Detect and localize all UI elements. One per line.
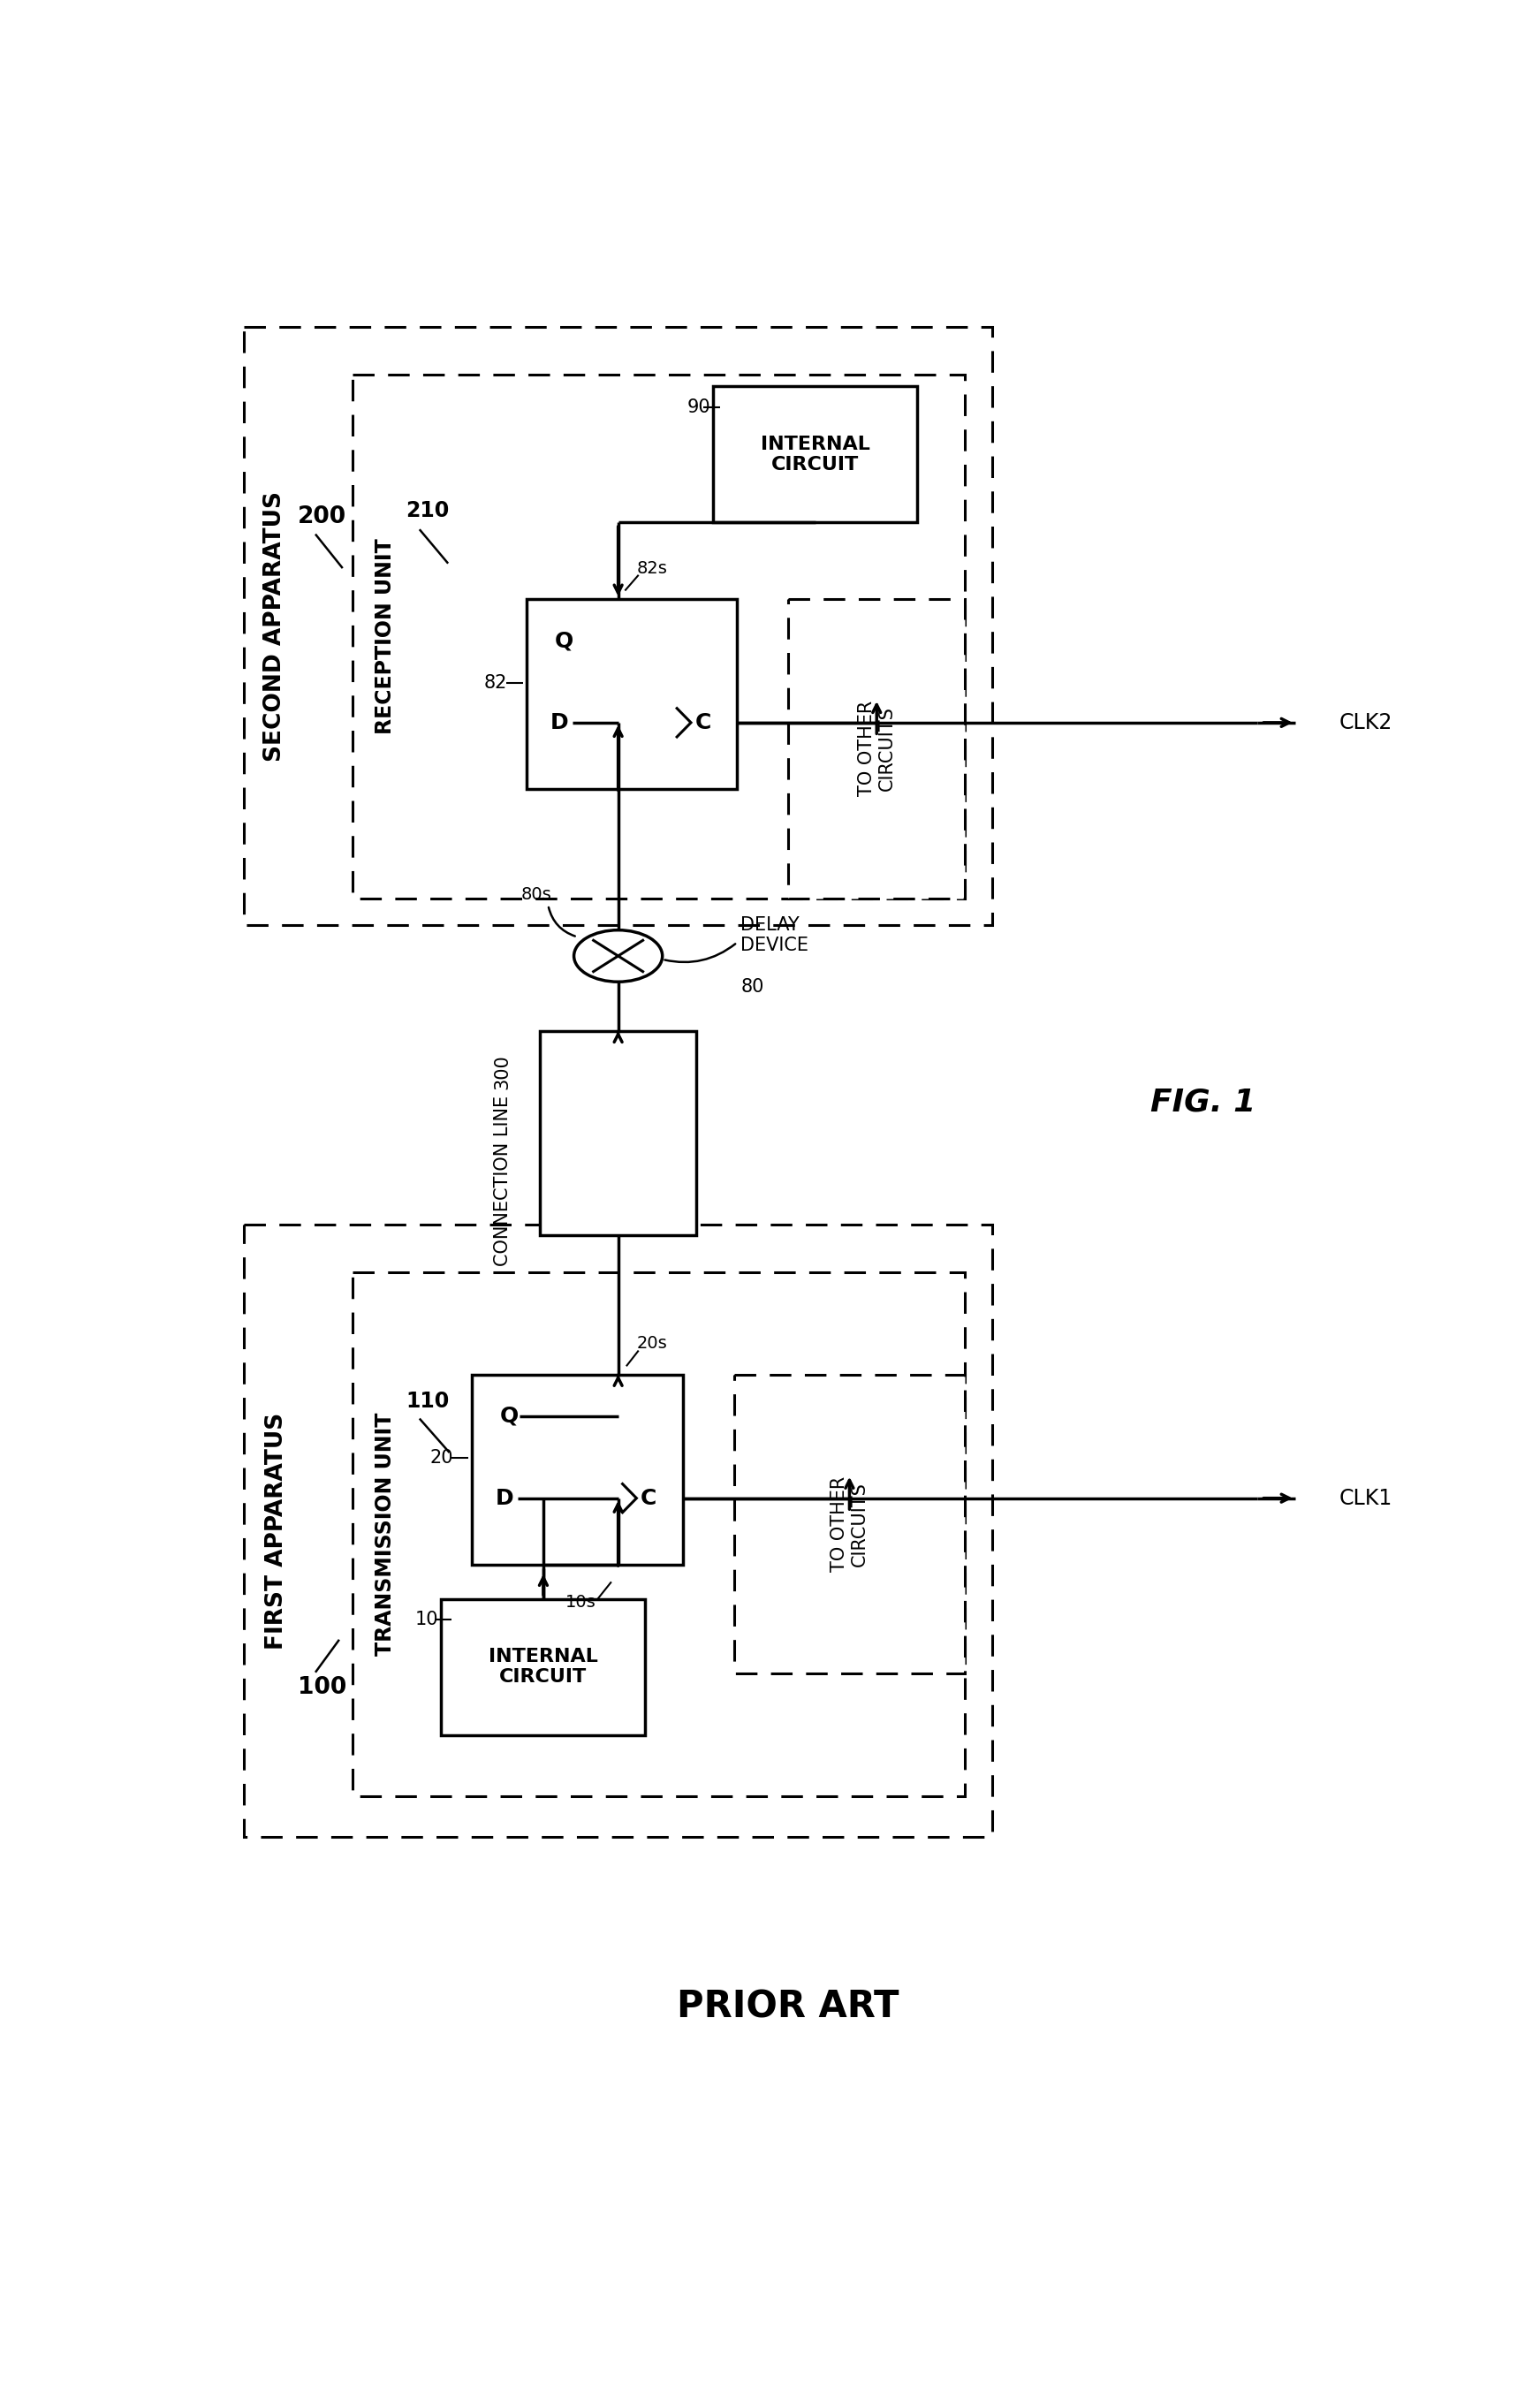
Text: TO OTHER
CIRCUITS: TO OTHER CIRCUITS [830, 1477, 869, 1572]
Text: Q: Q [554, 631, 573, 650]
Text: D: D [496, 1489, 514, 1508]
Text: 80: 80 [741, 977, 764, 996]
Text: TRANSMISSION UNIT: TRANSMISSION UNIT [374, 1413, 396, 1655]
Text: 82s: 82s [636, 560, 667, 576]
Text: DELAY
DEVICE: DELAY DEVICE [741, 917, 808, 955]
Text: 10: 10 [414, 1610, 437, 1629]
Bar [713, 386, 918, 522]
Bar [788, 598, 966, 898]
Bar [527, 598, 738, 788]
Text: 200: 200 [297, 505, 346, 529]
Text: FIRST APPARATUS: FIRST APPARATUS [265, 1413, 288, 1648]
Text: SECOND APPARATUS: SECOND APPARATUS [263, 491, 286, 762]
Text: FIG. 1: FIG. 1 [1150, 1086, 1257, 1117]
Text: 20s: 20s [638, 1336, 667, 1353]
Text: 10s: 10s [565, 1594, 596, 1610]
Bar [541, 1031, 696, 1234]
Text: D: D [550, 712, 568, 734]
Text: C: C [641, 1489, 658, 1508]
Ellipse shape [574, 929, 662, 981]
Text: 90: 90 [687, 398, 710, 417]
Bar [353, 374, 966, 898]
Text: PRIOR ART: PRIOR ART [678, 1989, 899, 2025]
Text: INTERNAL
CIRCUIT: INTERNAL CIRCUIT [761, 436, 870, 474]
Text: C: C [695, 712, 711, 734]
Bar [353, 1272, 966, 1796]
Text: 82: 82 [484, 674, 507, 691]
Bar [471, 1374, 682, 1565]
Text: CONNECTION LINE: CONNECTION LINE [494, 1096, 511, 1265]
Bar [243, 1224, 992, 1837]
Text: 110: 110 [407, 1391, 450, 1413]
Text: 210: 210 [407, 500, 450, 522]
Text: 80s: 80s [521, 886, 551, 903]
Text: 20: 20 [430, 1448, 453, 1467]
Text: CLK2: CLK2 [1340, 712, 1392, 734]
Text: 300: 300 [494, 1055, 511, 1089]
Text: 100: 100 [297, 1677, 346, 1698]
Text: RECEPTION UNIT: RECEPTION UNIT [374, 538, 396, 734]
Bar [243, 326, 992, 924]
Text: CLK1: CLK1 [1340, 1489, 1392, 1508]
Text: INTERNAL
CIRCUIT: INTERNAL CIRCUIT [488, 1648, 598, 1686]
Text: Q: Q [500, 1405, 519, 1427]
Text: TO OTHER
CIRCUITS: TO OTHER CIRCUITS [858, 700, 896, 796]
Bar [733, 1374, 966, 1675]
Bar [442, 1598, 645, 1734]
